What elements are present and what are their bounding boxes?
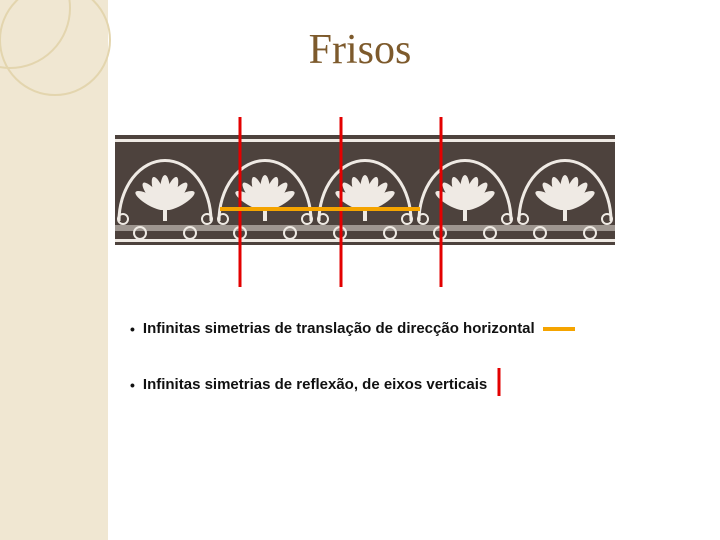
bullet-dot-icon: • — [130, 321, 135, 338]
frieze-figure — [115, 135, 615, 275]
bullet-list: • Infinitas simetrias de translação de d… — [130, 320, 690, 432]
page-title: Frisos — [0, 26, 720, 74]
frieze-pattern — [115, 135, 615, 245]
legend-horizontal-line-icon — [541, 324, 577, 334]
bullet-item: • Infinitas simetrias de translação de d… — [130, 320, 690, 338]
legend-vertical-line-icon — [493, 366, 505, 398]
bullet-text: Infinitas simetrias de reflexão, de eixo… — [143, 376, 487, 394]
bullet-text: Infinitas simetrias de translação de dir… — [143, 320, 535, 338]
bullet-item: • Infinitas simetrias de reflexão, de ei… — [130, 372, 690, 398]
bullet-dot-icon: • — [130, 377, 135, 394]
